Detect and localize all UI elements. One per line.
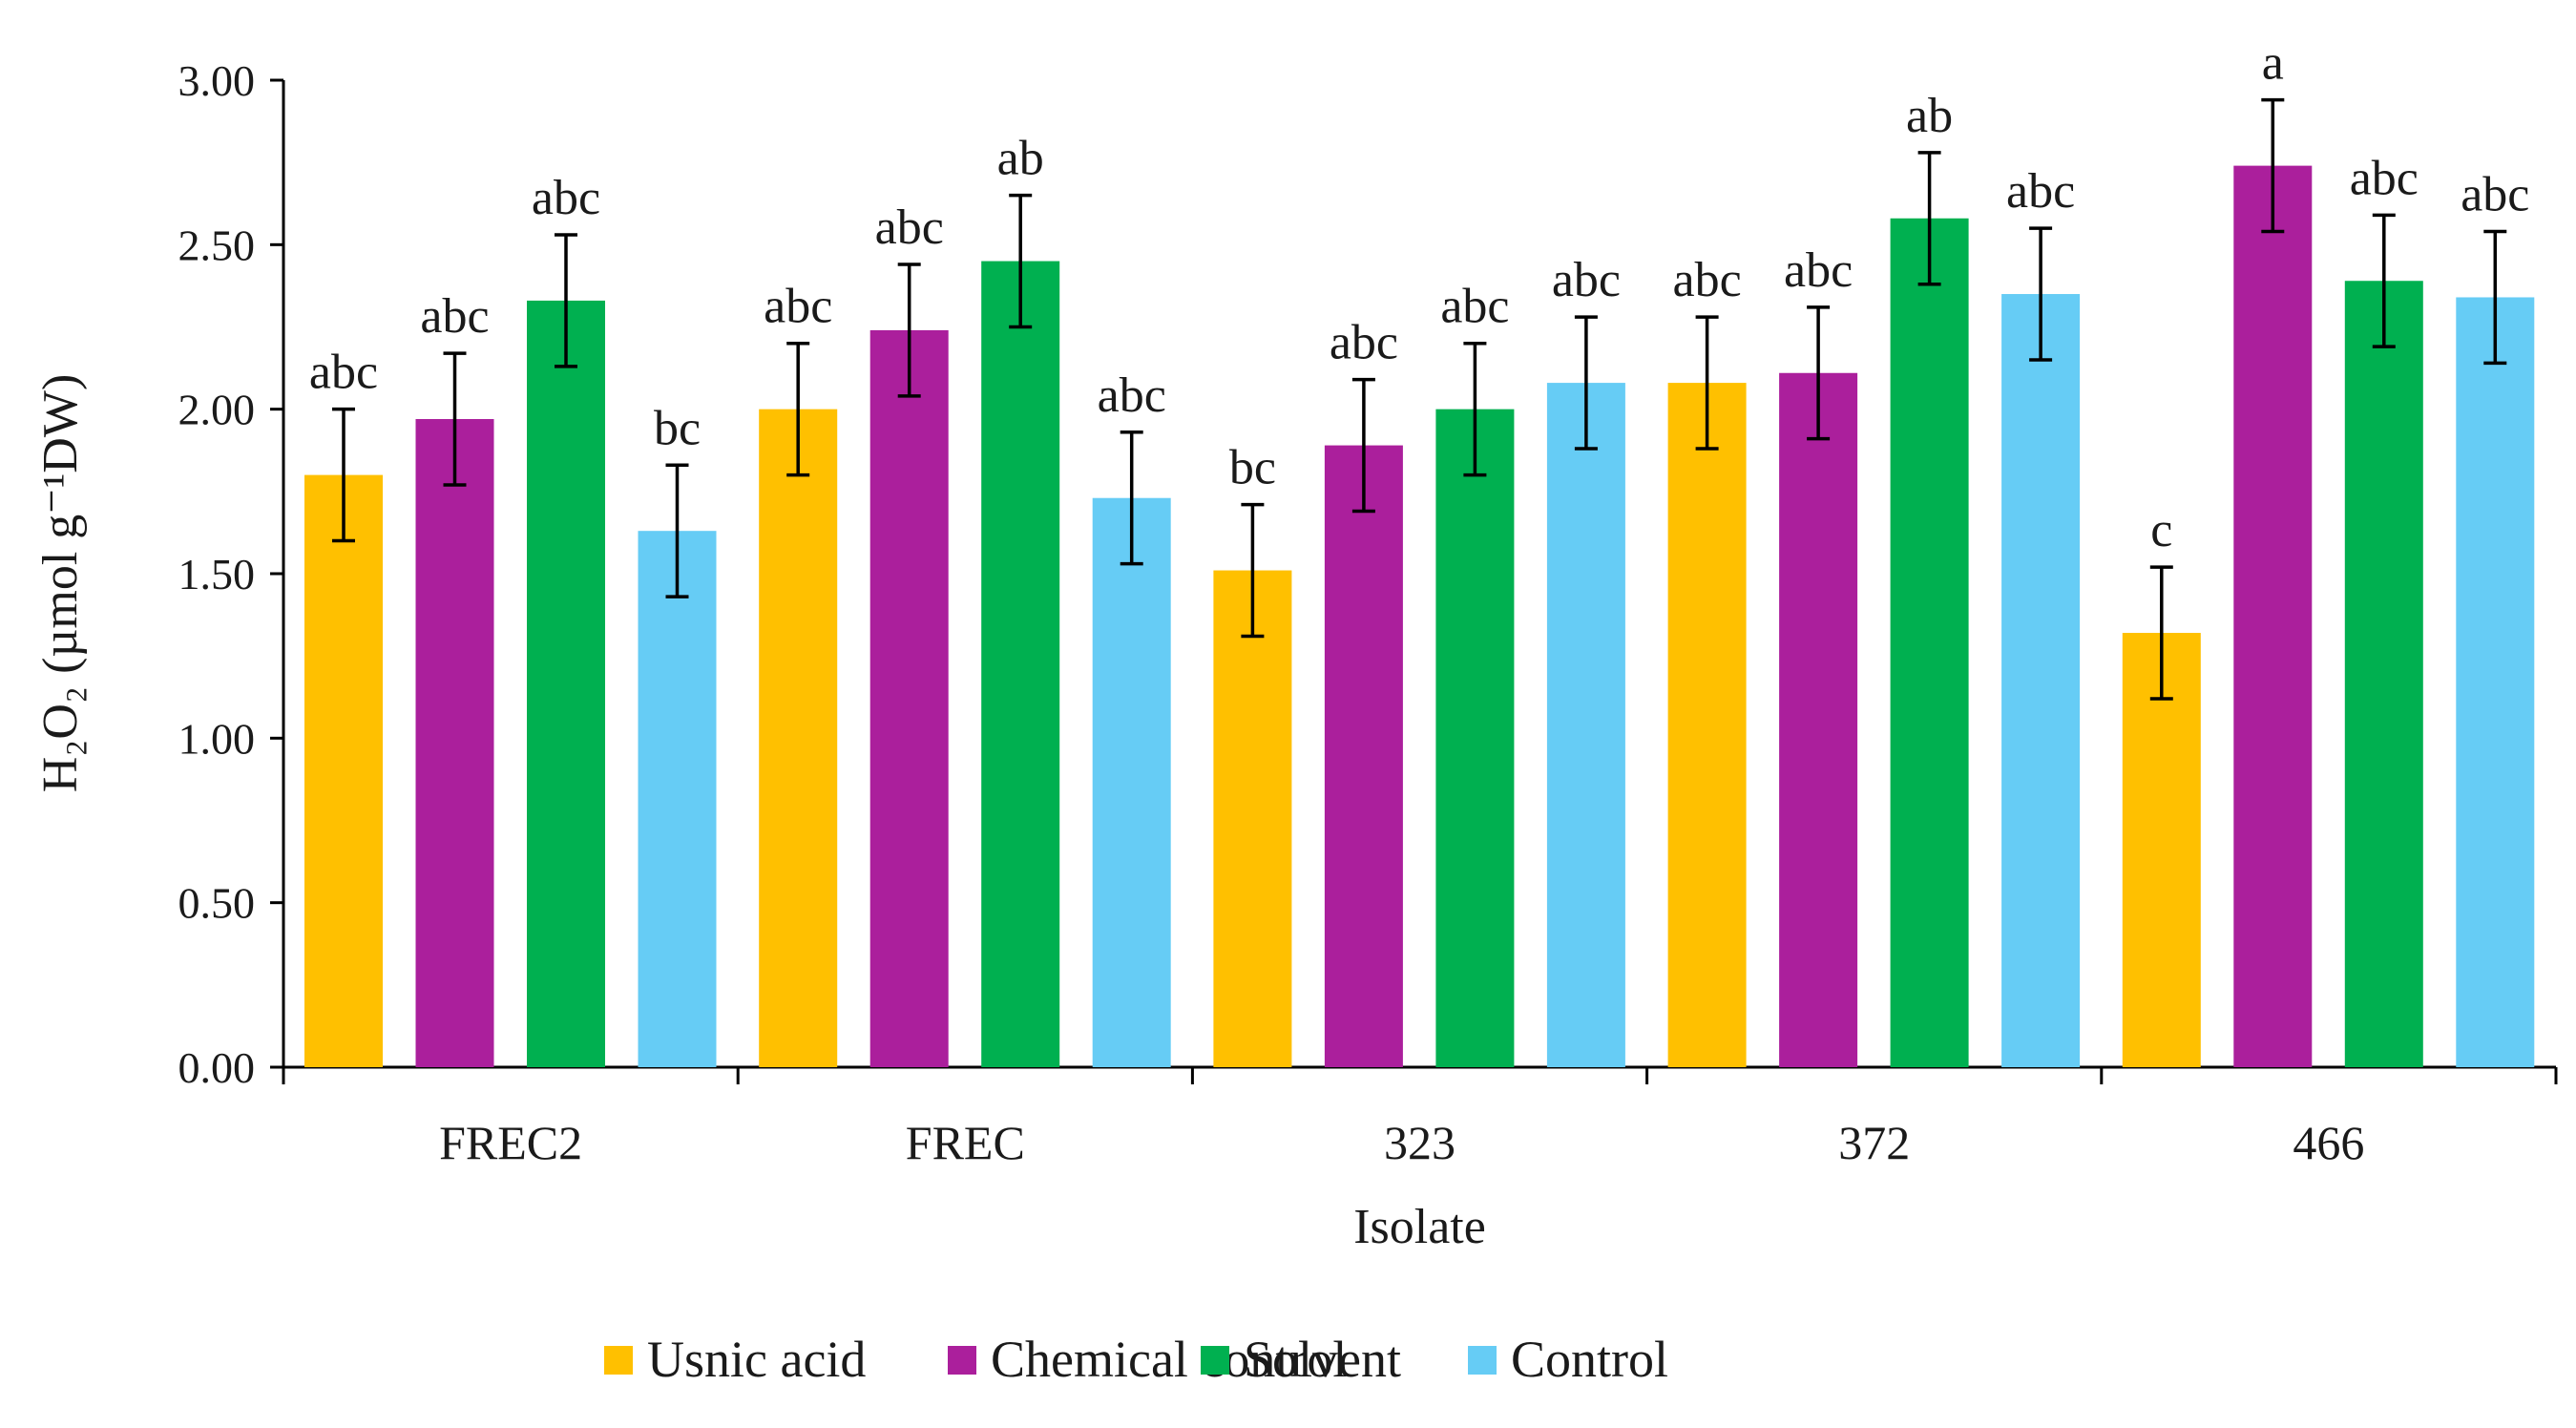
significance-label: abc	[1673, 253, 1742, 307]
legend-label: Solvent	[1244, 1331, 1401, 1388]
significance-label: bc	[654, 401, 701, 455]
significance-label: ab	[997, 132, 1044, 186]
bar	[2001, 294, 2081, 1067]
significance-label: abc	[420, 289, 489, 344]
x-tick-label: 323	[1384, 1116, 1456, 1169]
y-tick-label: 2.50	[178, 220, 256, 269]
y-tick-label: 1.00	[178, 714, 256, 763]
bar	[1779, 372, 1858, 1068]
significance-label: abc	[1440, 280, 1509, 334]
significance-label: a	[2262, 36, 2284, 91]
significance-label: abc	[1098, 368, 1166, 423]
significance-label: abc	[764, 280, 832, 334]
x-tick-label: FREC	[906, 1116, 1025, 1169]
y-axis-title-group: H₂O₂ (µmol g⁻¹DW)	[33, 374, 88, 793]
bar	[1435, 409, 1515, 1068]
legend-swatch	[604, 1346, 633, 1375]
x-tick-label: 466	[2293, 1116, 2364, 1169]
significance-label: abc	[2461, 168, 2529, 222]
bar	[2122, 633, 2201, 1067]
legend-swatch	[1468, 1346, 1497, 1375]
significance-label: ab	[1906, 89, 1953, 143]
bar	[638, 531, 717, 1067]
y-tick-label: 3.00	[178, 56, 256, 105]
bar	[2344, 281, 2423, 1067]
significance-label: abc	[1784, 243, 1853, 298]
significance-label: bc	[1229, 441, 1276, 495]
y-tick-label: 0.00	[178, 1043, 256, 1092]
bar	[527, 300, 605, 1068]
y-tick-label: 0.50	[178, 879, 256, 928]
bar	[869, 329, 949, 1067]
significance-label: abc	[1330, 316, 1398, 370]
x-tick-label: 372	[1838, 1116, 1910, 1169]
bar	[1324, 445, 1403, 1068]
bar	[1667, 383, 1747, 1067]
bar	[1890, 218, 1969, 1067]
bar	[2233, 165, 2313, 1067]
plot-area: 0.000.501.001.502.002.503.00FREC2abcabca…	[178, 36, 2558, 1169]
bar	[981, 261, 1060, 1068]
y-tick-label: 1.50	[178, 550, 256, 598]
significance-label: abc	[1552, 253, 1621, 307]
bar	[1092, 497, 1171, 1067]
x-axis-title: Isolate	[1353, 1200, 1486, 1254]
bar	[304, 474, 383, 1068]
legend-label: Usnic acid	[647, 1331, 866, 1388]
bar	[759, 409, 838, 1068]
legend-label: Chemical control	[991, 1331, 1347, 1388]
significance-label: abc	[2350, 151, 2419, 205]
significance-label: abc	[2006, 164, 2075, 219]
significance-label: abc	[532, 171, 600, 225]
bar	[2456, 297, 2535, 1068]
bar	[1213, 570, 1292, 1067]
significance-label: abc	[875, 200, 944, 255]
significance-label: abc	[309, 346, 378, 400]
bar	[1546, 383, 1625, 1067]
x-tick-label: FREC2	[439, 1116, 582, 1169]
y-tick-label: 2.00	[178, 386, 256, 434]
legend-swatch	[948, 1346, 976, 1375]
bar	[415, 419, 494, 1067]
legend-swatch	[1201, 1346, 1229, 1375]
y-axis-title: H₂O₂ (µmol g⁻¹DW)	[33, 374, 88, 793]
significance-label: c	[2150, 503, 2172, 557]
legend-label: Control	[1511, 1331, 1668, 1388]
